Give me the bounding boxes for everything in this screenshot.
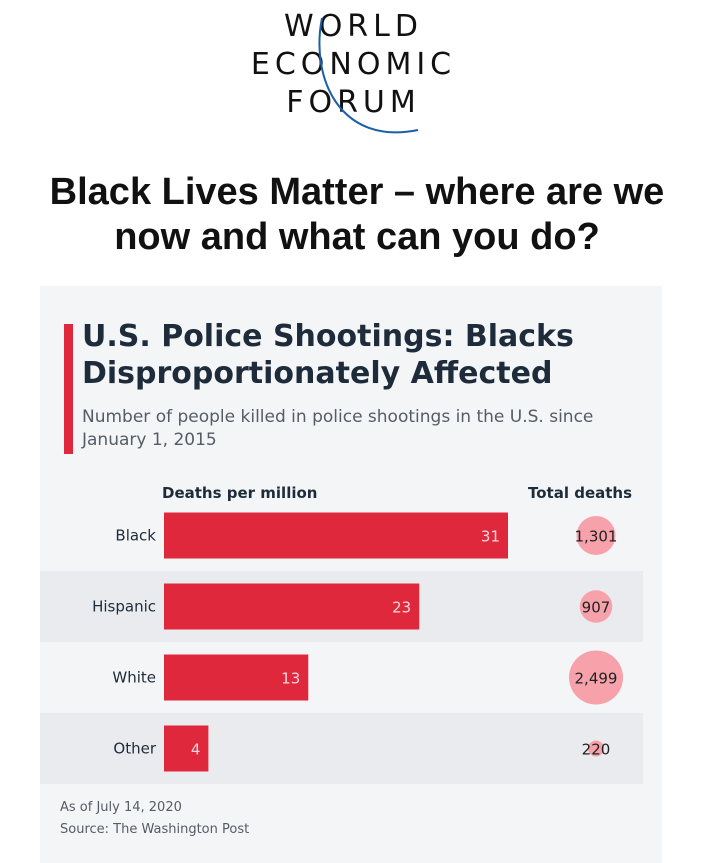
bar-value-label: 23 <box>392 599 411 617</box>
chart-footnote: As of July 14, 2020 <box>60 800 182 815</box>
bar-value-label: 4 <box>191 741 201 759</box>
total-value-label: 907 <box>582 599 611 617</box>
title-accent-bar <box>64 324 73 454</box>
total-bubble <box>579 590 613 623</box>
bar <box>164 583 420 630</box>
chart-subtitle: Number of people killed in police shooti… <box>82 407 594 450</box>
total-bubble <box>576 516 616 555</box>
chart-title: U.S. Police Shootings: Blacks Disproport… <box>82 319 574 391</box>
chart-plot: Black 31 1,301 Hispanic 23 907 White 13 2,499 Oth… <box>40 512 643 784</box>
logo-line-1: WORLD <box>284 9 423 44</box>
category-label: Black <box>115 527 156 545</box>
total-value-label: 220 <box>582 741 611 759</box>
chart-source: Source: The Washington Post <box>60 822 250 837</box>
totals-column-header: Total deaths <box>528 484 633 502</box>
category-label: Hispanic <box>92 598 156 616</box>
bar <box>164 654 309 701</box>
page-headline: Black Lives Matter – where are we now an… <box>49 171 665 258</box>
bars-column-header: Deaths per million <box>162 484 318 502</box>
bar-value-label: 13 <box>281 670 300 688</box>
total-value-label: 1,301 <box>575 528 618 546</box>
bar <box>164 512 508 559</box>
category-label: White <box>112 669 156 687</box>
bar <box>164 725 209 772</box>
wef-logo: WORLD ECONOMIC FORUM <box>0 8 707 122</box>
total-value-label: 2,499 <box>575 670 618 688</box>
bar-value-label: 31 <box>481 528 500 546</box>
logo-line-2: ECONOMIC <box>250 47 457 82</box>
total-bubble <box>587 740 605 757</box>
total-bubble <box>569 650 623 705</box>
logo-line-3: FORUM <box>286 85 421 120</box>
row-stripe <box>40 713 643 784</box>
category-label: Other <box>113 740 156 758</box>
logo-arc-icon <box>318 17 419 134</box>
